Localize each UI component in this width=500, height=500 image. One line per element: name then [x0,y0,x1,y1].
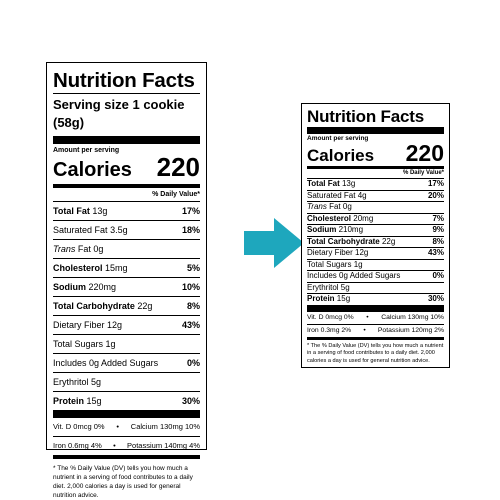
amount-per-serving: Amount per serving [307,135,369,142]
serving-size: Serving size 1 cookie (58g) [53,93,200,136]
nutrient-row-protein: Protein 15g 30% [53,391,200,410]
medium-divider [307,166,444,169]
calories-label: Calories [307,146,375,165]
nutrient-row-saturated-fat: Saturated Fat 4g 20% [307,189,444,200]
nutrient-row-added-sugars: Includes 0g Added Sugars 0% [307,270,444,280]
nutrient-row-total-sugars: Total Sugars 1g [307,258,444,271]
nutrient-row-dietary-fiber: Dietary Fiber 12g 43% [307,247,444,257]
nutrient-row-sodium: Sodium 220mg 10% [53,277,200,296]
medium-divider [53,455,200,459]
calories-value: 220 [405,140,444,166]
nutrient-row-dietary-fiber: Dietary Fiber 12g 43% [53,315,200,334]
vitamin-row: Iron 0.3mg 2% • Potassium 120mg 2% [307,323,444,337]
nutrition-label-original: Nutrition Facts Serving size 1 cookie (5… [46,62,207,499]
nutrient-row-added-sugars: Includes 0g Added Sugars 0% [53,353,200,372]
nutrient-row-total-carbohydrate: Total Carbohydrate 22g 8% [307,235,444,246]
nutrient-row-total-fat: Total Fat 13g 17% [307,178,444,188]
amount-per-serving: Amount per serving [53,147,120,154]
daily-value-header: % Daily Value* [152,191,200,198]
nutrient-row-erythritol: Erythritol 5g [307,281,444,294]
nutrient-row-sodium: Sodium 210mg 9% [307,224,444,234]
thick-divider [307,304,444,312]
vitamin-row: Vit. D 0mcg 0% • Calcium 130mg 10% [307,313,444,321]
nutrient-row-total-carbohydrate: Total Carbohydrate 22g 8% [53,296,200,315]
nutrient-row-saturated-fat: Saturated Fat 3.5g 18% [53,220,200,239]
nutrient-row-cholesterol: Cholesterol 15mg 5% [53,258,200,277]
nutrient-row-protein: Protein 15g 30% [307,293,444,303]
nutrient-row-trans-fat: Trans Fat 0g [53,239,200,258]
calories-value: 220 [156,152,200,182]
nutrition-label-updated: Nutrition Facts Amount per serving Calor… [301,103,450,368]
right-arrow-icon [244,218,304,268]
thick-divider [53,136,200,144]
footnote: * The % Daily Value (DV) tells you how m… [53,465,193,499]
footnote: * The % Daily Value (DV) tells you how m… [307,342,444,364]
nutrient-row-trans-fat: Trans Fat 0g [307,201,444,213]
vitamin-row: Iron 0.6mg 4% • Potassium 140mg 4% [53,436,200,455]
thick-divider [307,127,444,134]
calories-label: Calories [53,159,132,181]
calories-row: Calories 220 [307,140,444,166]
nutrient-row-total-fat: Total Fat 13g 17% [53,201,200,220]
nutrient-row-erythritol: Erythritol 5g [53,372,200,391]
label-title: Nutrition Facts [53,69,195,92]
nutrient-row-total-sugars: Total Sugars 1g [53,334,200,353]
label-title: Nutrition Facts [307,107,424,126]
vitamin-row: Vit. D 0mcg 0% • Calcium 130mg 10% [53,422,200,431]
thick-divider [53,410,200,418]
medium-divider [53,184,200,188]
nutrient-row-cholesterol: Cholesterol 20mg 7% [307,212,444,223]
daily-value-header: % Daily Value* [402,170,444,176]
calories-row: Calories 220 [53,152,200,184]
medium-divider [307,336,444,340]
